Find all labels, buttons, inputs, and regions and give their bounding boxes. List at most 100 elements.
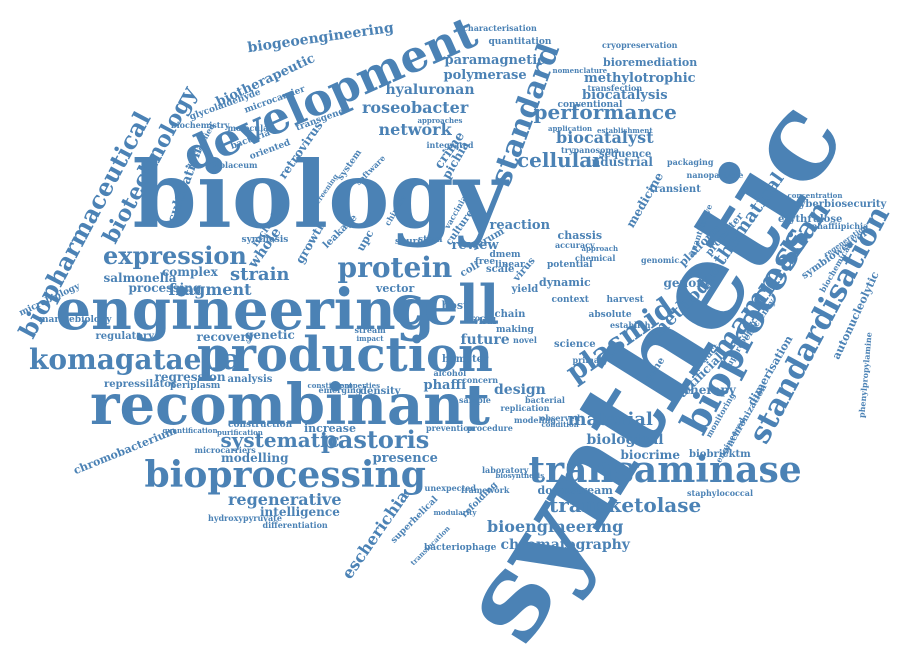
word-hydroxypyruvate: hydroxypyruvate (208, 513, 282, 523)
word-emerging: emerging (318, 385, 362, 395)
word-scale: scale (486, 264, 515, 275)
word-design: design (494, 382, 546, 398)
word-downstream: downstream (537, 483, 613, 497)
word-molecular: molecular (227, 123, 273, 133)
word-context: context (551, 294, 589, 305)
word-protein: protein (337, 251, 453, 284)
word-science: science (554, 339, 596, 350)
word-chemical: chemical (575, 253, 616, 263)
word-novel: novel (513, 335, 537, 345)
word-production: production (197, 327, 493, 383)
word-approach: approach (581, 243, 619, 253)
word-harvest: harvest (606, 294, 644, 305)
word-staphylococcal: staphylococcal (687, 488, 753, 498)
word-biosynthesis: biosynthesis (495, 470, 545, 480)
word-observed: observed (540, 413, 581, 423)
word-linear: linear (495, 259, 525, 270)
word-recombinant: recombinant (90, 372, 490, 438)
word-modeling: modeling (514, 415, 556, 425)
word-synthesis: synthesis (241, 234, 289, 245)
word-replication: replication (500, 403, 550, 413)
word-potential: potential (547, 259, 593, 270)
word-modelling: modelling (221, 451, 289, 465)
word-methylotrophic: methylotrophic (584, 70, 696, 86)
word-chassis: chassis (557, 228, 603, 242)
word-strain: strain (230, 264, 290, 285)
word-regenerative: regenerative (228, 490, 342, 509)
word-construction: construction (228, 419, 293, 430)
word-chromatography: chromatography (500, 537, 630, 553)
word-phenylpropylamine: phenylpropylamine (856, 331, 874, 419)
word-dmem: dmem (489, 249, 521, 260)
word-establishment: establishment (597, 125, 653, 135)
word-regulatory: regulatory (95, 331, 155, 342)
word-review: review (451, 237, 499, 253)
word-transketolase: transketolase (549, 493, 702, 517)
word-transient: transient (649, 184, 701, 195)
word-stem: stem (418, 234, 443, 245)
word-source: source (395, 236, 429, 247)
word-medicine: medicine (623, 169, 667, 231)
word-performance: performance (533, 100, 677, 124)
word-systematic: systematic (220, 428, 340, 452)
word-purification: purification (217, 427, 263, 437)
word-sequence: sequence (599, 149, 652, 160)
word-free: free (475, 256, 496, 267)
word-properties: properties (339, 380, 381, 390)
word-concern: concern (462, 375, 499, 385)
word-reaction: reaction (489, 217, 551, 233)
word-increase: increase (304, 421, 356, 435)
word-biochemistry: biochemistry (171, 120, 230, 130)
word-laboratory: laboratory (482, 465, 529, 475)
word-framework: framework (461, 485, 510, 495)
word-erythrulose: erythrulose (778, 214, 843, 225)
word-complex: complex (162, 265, 218, 279)
word-nomenclature: nomenclature (552, 65, 608, 75)
word-marinebiology: marinebiology (39, 314, 112, 325)
word-bioremediation: bioremediation (603, 55, 698, 69)
word-intelligence: intelligence (260, 505, 340, 519)
word-biobricktm: biobricktm (689, 449, 751, 460)
word-cryopreservation: cryopreservation (602, 40, 678, 50)
word-biology: biology (132, 141, 508, 249)
word-repressilator: repressilator (104, 379, 177, 390)
word-industrial: industrial (587, 155, 653, 169)
word-material: material (567, 409, 653, 430)
word-establish: establish (610, 320, 651, 330)
word-hamster: hamster (442, 354, 489, 365)
word-approaches: approaches (417, 115, 463, 125)
word-genomic: genomic (641, 255, 680, 265)
word-roseobacter: roseobacter (362, 98, 469, 117)
word-cell: cell (391, 273, 500, 337)
word-trypanosoma: trypanosoma (561, 145, 619, 155)
word-concentration: concentration (787, 190, 843, 200)
word-density: density (360, 386, 401, 397)
word-hyaluronan: hyaluronan (385, 82, 475, 98)
word-modularity: modularity (433, 507, 477, 517)
word-packaging: packaging (667, 157, 714, 167)
word-condition: condition (541, 419, 579, 429)
word-quantitation: quantitation (488, 36, 552, 47)
word-polymerase: polymerase (443, 67, 527, 83)
word-regression: regression (154, 370, 226, 384)
word-presence: presence (372, 450, 438, 466)
word-chain: chain (494, 309, 526, 320)
word-expression: expression (103, 241, 247, 270)
word-cyberbiosecurity: cyberbiosecurity (793, 199, 887, 210)
word-host: host (441, 298, 469, 312)
word-bioengineering: bioengineering (487, 517, 624, 536)
word-transfection: transfection (587, 83, 643, 93)
word-constituent: constituent (307, 380, 353, 390)
word-genetic: genetic (245, 328, 295, 342)
word-bacterial: bacterial (525, 395, 565, 405)
word-recovery: recovery (196, 330, 254, 344)
word-integrated: integrated (426, 140, 474, 150)
word-sample: sample (459, 395, 491, 405)
word-making: making (496, 324, 534, 335)
word-genome: genome (663, 276, 717, 290)
word-dynamic: dynamic (539, 275, 591, 289)
word-salmonella: salmonella (103, 271, 177, 285)
word-proc: proc (465, 313, 486, 323)
word-bioprocessing: bioprocessing (144, 454, 426, 496)
word-pastoris: pastoris (321, 425, 430, 454)
